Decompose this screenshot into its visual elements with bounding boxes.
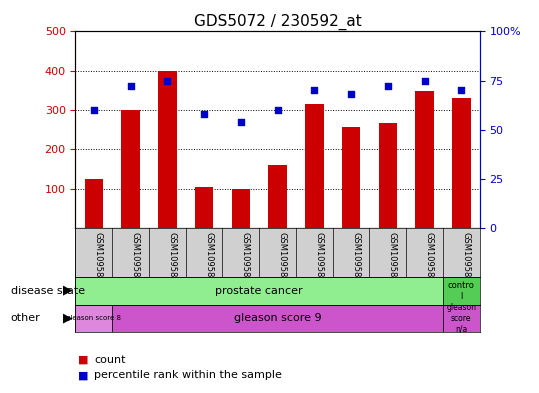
Point	[126, 83, 135, 90]
Point	[89, 107, 98, 113]
Bar	[112, 305, 443, 332]
Bar	[85, 179, 103, 228]
Text: ■: ■	[78, 354, 88, 365]
Bar	[75, 305, 112, 332]
Point	[420, 77, 429, 84]
Point	[237, 119, 245, 125]
Point	[384, 83, 392, 90]
Bar	[443, 305, 480, 332]
Bar	[121, 110, 140, 228]
Bar	[195, 187, 213, 228]
Text: percentile rank within the sample: percentile rank within the sample	[94, 370, 282, 380]
Text: GSM1095884: GSM1095884	[388, 232, 397, 288]
Text: GSM1095877: GSM1095877	[167, 232, 176, 288]
Bar	[452, 98, 471, 228]
Point	[310, 87, 319, 94]
Text: prostate cancer: prostate cancer	[216, 286, 303, 296]
Bar	[443, 277, 480, 305]
Text: gleason
score
n/a: gleason score n/a	[446, 303, 476, 333]
Text: ■: ■	[78, 370, 88, 380]
Text: disease state: disease state	[11, 286, 85, 296]
Text: GSM1095883: GSM1095883	[94, 232, 103, 288]
Text: other: other	[11, 313, 40, 323]
Bar	[305, 104, 323, 228]
Text: GSM1095880: GSM1095880	[278, 232, 287, 288]
Bar	[268, 165, 287, 228]
Text: gleason score 9: gleason score 9	[234, 313, 321, 323]
Bar	[342, 127, 360, 228]
Bar	[158, 71, 177, 228]
Bar	[416, 91, 434, 228]
Title: GDS5072 / 230592_at: GDS5072 / 230592_at	[194, 14, 362, 30]
Bar	[232, 189, 250, 228]
Text: GSM1095876: GSM1095876	[461, 232, 471, 288]
Bar	[379, 123, 397, 228]
Text: GSM1095885: GSM1095885	[425, 232, 433, 288]
Point	[457, 87, 466, 94]
Text: GSM1095881: GSM1095881	[314, 232, 323, 288]
Text: GSM1095882: GSM1095882	[351, 232, 360, 288]
Point	[163, 77, 171, 84]
Point	[347, 91, 355, 97]
Text: count: count	[94, 354, 126, 365]
Text: ▶: ▶	[63, 311, 72, 324]
Text: GSM1095886: GSM1095886	[130, 232, 140, 288]
Text: GSM1095878: GSM1095878	[204, 232, 213, 288]
Text: contro
l: contro l	[448, 281, 475, 301]
Text: ▶: ▶	[63, 283, 72, 297]
Point	[273, 107, 282, 113]
Point	[200, 111, 209, 117]
Text: gleason score 8: gleason score 8	[66, 315, 121, 321]
Text: GSM1095879: GSM1095879	[241, 232, 250, 288]
